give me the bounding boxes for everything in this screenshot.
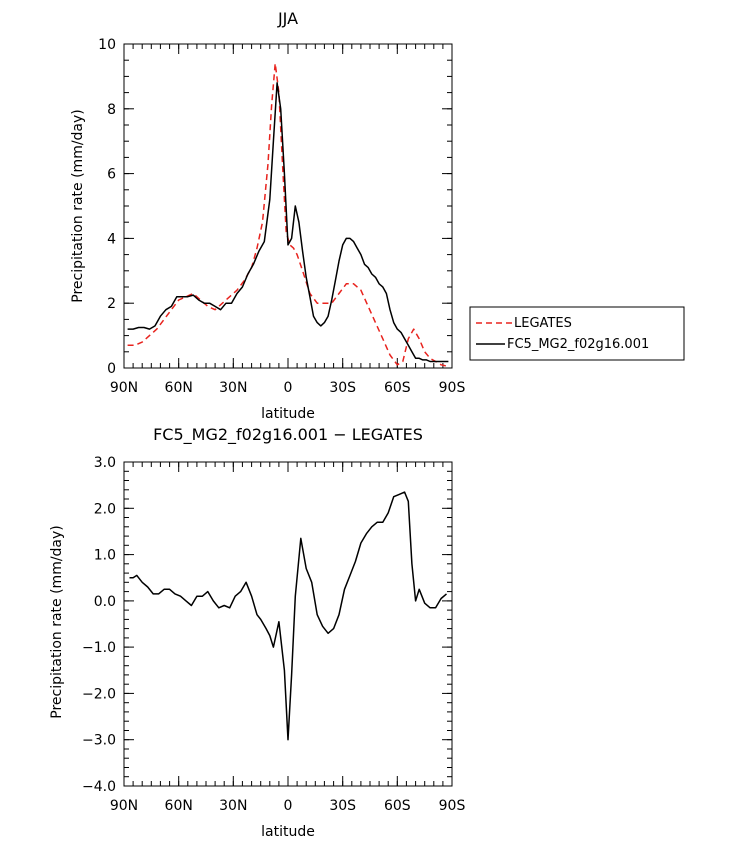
- plot-frame: [123, 43, 453, 369]
- y-tick-label: 3.0: [94, 455, 116, 471]
- x-tick-label: 30N: [219, 380, 247, 396]
- x-tick-label: 60S: [384, 798, 411, 814]
- y-tick-label: 6: [107, 167, 116, 183]
- x-tick-label: 30S: [329, 380, 356, 396]
- y-tick-label: 1.0: [94, 548, 116, 564]
- x-tick-label: 60N: [165, 380, 193, 396]
- x-tick-label: 90S: [439, 798, 466, 814]
- x-tick-label: 90S: [439, 380, 466, 396]
- legend-box: [469, 306, 685, 361]
- x-tick-label: 60N: [165, 798, 193, 814]
- y-tick-label: 4: [107, 231, 116, 247]
- x-tick-label: 30S: [329, 798, 356, 814]
- y-tick-label: 8: [107, 102, 116, 118]
- y-tick-label: −2.0: [82, 686, 116, 702]
- x-tick-label: 60S: [384, 380, 411, 396]
- y-tick-labels: −4.0 −3.0 −2.0 −1.0 0.0 1.0 2.0 3.0: [82, 455, 116, 795]
- y-tick-label: −4.0: [82, 779, 116, 795]
- x-tick-label: 90N: [110, 798, 138, 814]
- series-line-fc5-mg2-f02g16-001: [127, 82, 449, 363]
- legend-label-model: FC5_MG2_f02g16.001: [507, 337, 649, 352]
- legend: LEGATES FC5_MG2_f02g16.001: [469, 306, 685, 361]
- x-tick-labels: 90N 60N 30N 0 30S 60S 90S: [110, 380, 466, 396]
- y-tick-labels: 0 2 4 6 8 10: [98, 37, 116, 377]
- x-tick-labels: 90N 60N 30N 0 30S 60S 90S: [110, 798, 466, 814]
- chart-title: FC5_MG2_f02g16.001 − LEGATES: [153, 425, 423, 445]
- series-lines: [129, 491, 447, 741]
- chart-title: JJA: [277, 9, 298, 28]
- axis-ticks: [123, 43, 453, 369]
- x-tick-label: 0: [284, 380, 293, 396]
- x-tick-label: 90N: [110, 380, 138, 396]
- x-tick-label: 0: [284, 798, 293, 814]
- x-axis-label: latitude: [261, 406, 315, 422]
- y-axis-label: Precipitation rate (mm/day): [70, 109, 86, 303]
- y-tick-label: −1.0: [82, 640, 116, 656]
- series-line-difference: [129, 491, 447, 741]
- panel-bottom-difference: FC5_MG2_f02g16.001 − LEGATES Precipitati…: [49, 425, 465, 840]
- y-tick-label: 10: [98, 37, 116, 53]
- legend-label-legates: LEGATES: [514, 316, 572, 331]
- axis-ticks: [123, 461, 453, 787]
- y-tick-label: 2: [107, 296, 116, 312]
- x-tick-label: 30N: [219, 798, 247, 814]
- y-tick-label: −3.0: [82, 733, 116, 749]
- panel-top-jja: JJA Precipitation rate (mm/day) latitude…: [70, 9, 465, 422]
- series-lines: [127, 62, 449, 368]
- y-axis-label: Precipitation rate (mm/day): [49, 525, 65, 719]
- series-line-legates: [127, 62, 449, 368]
- y-tick-label: 2.0: [94, 501, 116, 517]
- x-axis-label: latitude: [261, 824, 315, 840]
- y-tick-label: 0.0: [94, 594, 116, 610]
- y-tick-label: 0: [107, 361, 116, 377]
